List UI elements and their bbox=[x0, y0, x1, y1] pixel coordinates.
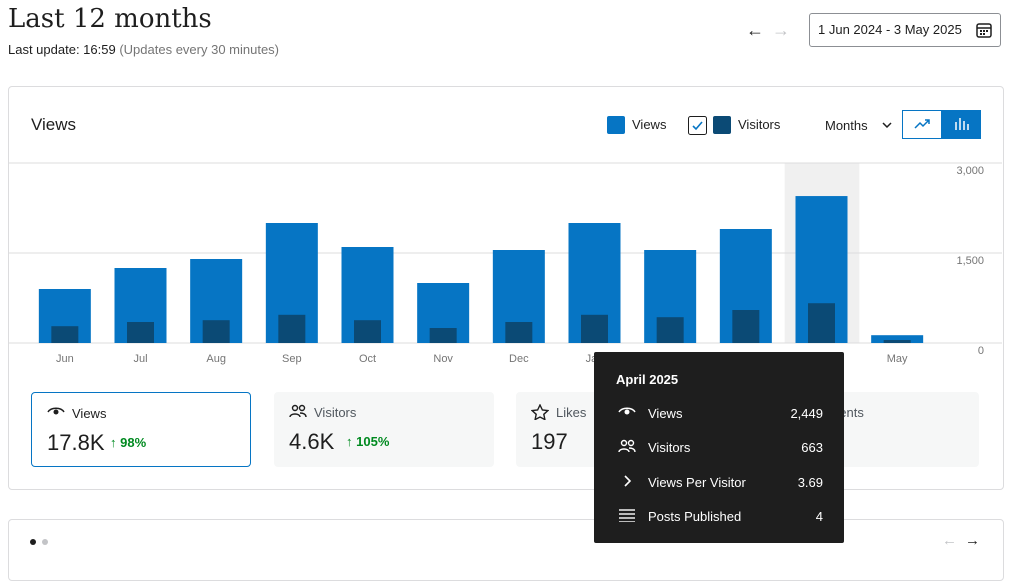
list-icon bbox=[619, 509, 635, 522]
bar bbox=[732, 310, 760, 343]
stat-card[interactable]: Views 17.8K ↑ 98% bbox=[31, 392, 251, 467]
y-tick-label: 3,000 bbox=[956, 165, 984, 177]
tooltip-label: Visitors bbox=[648, 440, 691, 455]
bar bbox=[278, 314, 306, 343]
stat-change: ↑ 98% bbox=[110, 435, 147, 450]
period-select[interactable]: Months bbox=[825, 118, 893, 133]
legend-checkbox[interactable] bbox=[688, 116, 707, 135]
y-tick-label: 1,500 bbox=[956, 255, 984, 267]
x-tick-label: Sep bbox=[282, 353, 302, 365]
x-tick-label: Oct bbox=[359, 353, 376, 365]
bar bbox=[354, 320, 381, 343]
legend-label: Views bbox=[632, 117, 667, 132]
stat-change-value: 98% bbox=[120, 435, 147, 450]
x-tick-label: Dec bbox=[509, 353, 529, 365]
update-time: Last update: 16:59 bbox=[8, 42, 116, 57]
prev-arrow[interactable]: ← bbox=[942, 532, 957, 549]
stat-value: 17.8K bbox=[47, 430, 105, 455]
bar bbox=[505, 322, 533, 343]
date-range-text: 1 Jun 2024 - 3 May 2025 bbox=[818, 22, 962, 37]
tooltip-title: April 2025 bbox=[616, 372, 679, 387]
bar-chart-button[interactable] bbox=[941, 110, 981, 139]
period-text: Months bbox=[825, 118, 868, 133]
eye-icon bbox=[618, 407, 636, 415]
prev-arrow[interactable]: ← bbox=[746, 20, 764, 40]
legend-label: Visitors bbox=[738, 117, 781, 132]
stat-value: 197 bbox=[531, 429, 568, 454]
next-card bbox=[8, 519, 1004, 581]
bar bbox=[202, 320, 230, 343]
page: Last 12 months Last update: 16:59 (Updat… bbox=[8, 4, 1004, 581]
bar bbox=[581, 314, 608, 343]
x-tick-label: Aug bbox=[206, 353, 226, 365]
x-tick-label: Nov bbox=[433, 353, 453, 365]
bar bbox=[871, 335, 924, 343]
tooltip-label: Posts Published bbox=[648, 509, 742, 524]
x-tick-label: May bbox=[887, 353, 908, 365]
people-icon bbox=[289, 404, 307, 418]
bar bbox=[51, 326, 79, 343]
stat-change: ↑ 105% bbox=[346, 434, 390, 449]
tooltip-label: Views Per Visitor bbox=[648, 475, 746, 490]
tooltip-value: 663 bbox=[801, 440, 823, 455]
bar bbox=[883, 340, 911, 343]
legend-swatch-visitors bbox=[713, 116, 731, 134]
stat-value: 4.6K bbox=[289, 429, 335, 454]
tooltip-value: 4 bbox=[815, 509, 823, 524]
bar bbox=[127, 322, 154, 343]
stat-label: Visitors bbox=[314, 405, 357, 420]
chevron-icon bbox=[624, 475, 632, 487]
legend-swatch-views bbox=[607, 116, 625, 134]
page-dot[interactable] bbox=[42, 539, 48, 545]
line-chart-button[interactable] bbox=[902, 110, 942, 139]
bar bbox=[656, 317, 684, 343]
tooltip-value: 2,449 bbox=[790, 406, 823, 421]
x-tick-label: Jun bbox=[56, 353, 74, 365]
stat-change-value: 105% bbox=[356, 434, 390, 449]
eye-icon bbox=[47, 407, 65, 415]
page-title: Last 12 months bbox=[8, 4, 212, 34]
chevron bbox=[882, 122, 892, 129]
tooltip-label: Views bbox=[648, 406, 683, 421]
tooltip: April 2025 Views 2,449 Visitors 663 Views … bbox=[594, 352, 844, 543]
stat-label: Likes bbox=[556, 405, 587, 420]
page-dot[interactable] bbox=[30, 539, 36, 545]
x-tick-label: Jul bbox=[133, 353, 147, 365]
stat-label: Views bbox=[72, 406, 107, 421]
last-update: Last update: 16:59 (Updates every 30 min… bbox=[8, 42, 279, 57]
next-arrow[interactable]: → bbox=[965, 532, 980, 549]
stat-card[interactable]: Visitors 4.6K ↑ 105% bbox=[274, 392, 494, 467]
people-icon bbox=[618, 439, 636, 453]
next-arrow[interactable]: → bbox=[772, 20, 790, 40]
bar bbox=[429, 328, 457, 343]
tooltip-value: 3.69 bbox=[797, 475, 823, 490]
calendar-icon bbox=[976, 23, 992, 38]
bar bbox=[808, 303, 835, 343]
date-range[interactable]: 1 Jun 2024 - 3 May 2025 bbox=[809, 13, 1001, 47]
y-tick-label: 0 bbox=[978, 345, 984, 357]
card-title: Views bbox=[31, 115, 77, 134]
update-note: (Updates every 30 minutes) bbox=[119, 42, 280, 57]
star-icon bbox=[531, 404, 549, 420]
